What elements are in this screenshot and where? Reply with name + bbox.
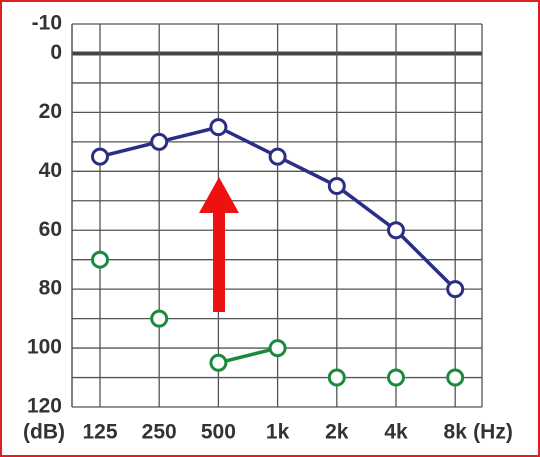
y-tick-label: -10 bbox=[32, 12, 62, 35]
y-tick-label: 100 bbox=[27, 336, 62, 359]
y-tick-label: 0 bbox=[50, 41, 62, 64]
data-point bbox=[446, 368, 465, 387]
arrow-head bbox=[199, 177, 239, 213]
x-tick-label: 500 bbox=[201, 421, 236, 444]
y-tick-label: 20 bbox=[39, 100, 62, 123]
y-tick-label: 80 bbox=[39, 277, 62, 300]
x-tick-label: 1k bbox=[266, 421, 290, 444]
data-point bbox=[150, 309, 169, 328]
x-unit: (Hz) bbox=[473, 421, 513, 444]
data-point bbox=[268, 339, 287, 358]
data-point bbox=[387, 221, 405, 240]
marks bbox=[91, 118, 465, 387]
arrow bbox=[199, 177, 239, 312]
x-tick-label: 125 bbox=[82, 421, 117, 444]
series-line bbox=[217, 346, 279, 365]
x-tick-label: 8k bbox=[444, 421, 468, 444]
data-point bbox=[327, 368, 346, 387]
data-point bbox=[209, 353, 228, 372]
arrow-shaft bbox=[213, 210, 225, 312]
data-point bbox=[387, 368, 405, 387]
y-tick-label: 120 bbox=[27, 395, 62, 418]
data-point bbox=[446, 280, 465, 299]
x-tick-label: 2k bbox=[325, 421, 349, 444]
y-tick-label: 40 bbox=[39, 159, 62, 182]
x-tick-label: 4k bbox=[384, 421, 408, 444]
x-tick-label: 250 bbox=[142, 421, 177, 444]
data-point bbox=[91, 250, 109, 269]
data-point bbox=[91, 147, 109, 166]
y-unit: (dB) bbox=[23, 421, 65, 444]
data-point bbox=[327, 177, 346, 196]
y-tick-label: 60 bbox=[39, 218, 62, 241]
data-point bbox=[150, 132, 169, 151]
data-point bbox=[268, 147, 287, 166]
data-point bbox=[209, 118, 228, 137]
